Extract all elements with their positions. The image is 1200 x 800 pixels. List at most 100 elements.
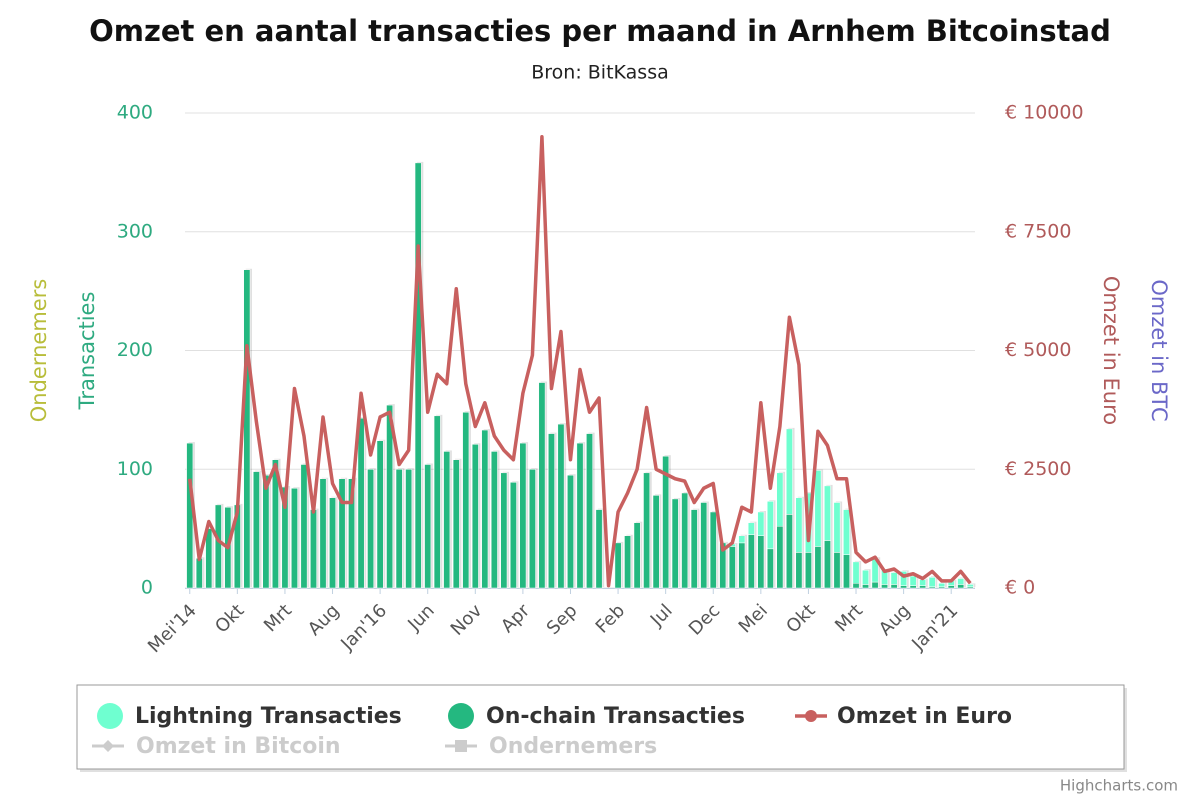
bar xyxy=(367,469,374,589)
bar xyxy=(957,584,965,589)
bar xyxy=(776,526,784,589)
bar xyxy=(681,492,689,589)
y-tick-label: 0 xyxy=(141,577,153,599)
chart-title: Omzet en aantal transacties per maand in… xyxy=(89,14,1111,48)
bar xyxy=(252,471,260,589)
bar xyxy=(529,469,536,589)
bar xyxy=(262,474,270,589)
y2-tick-label: € 10000 xyxy=(1005,102,1084,124)
bar xyxy=(490,451,498,589)
bar xyxy=(652,495,660,589)
bar xyxy=(766,501,774,550)
bar xyxy=(890,584,898,589)
bar xyxy=(747,534,755,589)
x-tick-label: Mei'14 xyxy=(144,600,201,657)
bar xyxy=(205,528,213,589)
bar xyxy=(862,584,869,589)
x-tick-label: Mei xyxy=(735,600,772,637)
bar xyxy=(881,584,888,589)
bar xyxy=(348,478,355,589)
bar xyxy=(909,575,917,586)
bar xyxy=(595,509,603,589)
bar xyxy=(728,546,736,589)
bar xyxy=(386,404,394,589)
x-tick-label: Nov xyxy=(447,600,487,640)
bar xyxy=(795,552,803,589)
bar xyxy=(919,579,927,586)
bar xyxy=(538,382,546,589)
x-tick-label: Apr xyxy=(497,600,534,637)
y-axis-title: Ondernemers xyxy=(27,279,51,423)
bar xyxy=(938,583,946,588)
legend-label[interactable]: Ondernemers xyxy=(489,734,657,759)
bar xyxy=(443,451,451,589)
bar xyxy=(624,535,631,589)
credits[interactable]: Highcharts.com xyxy=(1060,777,1178,795)
bar xyxy=(738,535,746,544)
bar xyxy=(500,472,508,589)
legend-label[interactable]: Lightning Transacties xyxy=(135,704,402,729)
x-tick-label: Mrt xyxy=(260,600,296,636)
bar xyxy=(357,417,365,589)
legend-box xyxy=(76,684,1125,770)
bar xyxy=(471,444,479,589)
bar xyxy=(738,542,746,589)
bar xyxy=(614,542,622,589)
x-tick-label: Okt xyxy=(782,600,819,637)
bar xyxy=(700,502,708,589)
bar xyxy=(424,464,432,589)
bar xyxy=(795,497,803,553)
bar xyxy=(966,584,974,588)
bar xyxy=(557,423,565,589)
legend-symbol xyxy=(805,710,817,722)
bar xyxy=(709,511,717,589)
bar xyxy=(481,429,489,589)
x-tick-label: Aug xyxy=(304,600,344,640)
bar xyxy=(567,474,574,589)
x-tick-label: Okt xyxy=(211,600,248,637)
bar xyxy=(310,509,317,589)
bar xyxy=(633,522,641,589)
bar xyxy=(690,509,698,589)
bar xyxy=(909,585,917,589)
legend-label[interactable]: On-chain Transacties xyxy=(486,704,745,729)
bar xyxy=(957,578,965,585)
bar xyxy=(338,478,346,589)
bar xyxy=(747,522,755,535)
bar xyxy=(329,497,336,589)
y2-tick-label: € 5000 xyxy=(1005,339,1071,361)
bar xyxy=(576,442,584,589)
bar xyxy=(824,540,831,589)
legend-symbol xyxy=(102,740,114,752)
bar xyxy=(671,498,679,589)
bar xyxy=(405,469,413,589)
legend-symbol xyxy=(448,703,474,729)
bar xyxy=(900,571,908,586)
bar xyxy=(786,428,793,515)
bar xyxy=(272,459,279,589)
y-tick-label: 300 xyxy=(117,220,153,242)
y2-axis-title: Omzet in BTC xyxy=(1147,279,1171,421)
y-axis-title: Transacties xyxy=(75,292,99,411)
bar xyxy=(433,415,441,589)
legend-label[interactable]: Omzet in Bitcoin xyxy=(136,734,341,759)
bar xyxy=(843,509,850,555)
y-tick-label: 200 xyxy=(117,339,153,361)
legend-label[interactable]: Omzet in Euro xyxy=(837,704,1012,729)
bar xyxy=(900,585,908,589)
bar xyxy=(186,442,194,589)
x-tick-label: Jan'21 xyxy=(907,600,962,655)
legend: Lightning Transacties On-chain Transactie… xyxy=(76,684,1127,772)
bar xyxy=(243,269,251,589)
y-tick-label: 400 xyxy=(117,102,153,124)
bar xyxy=(805,552,812,589)
bar xyxy=(376,440,384,589)
x-tick-label: Feb xyxy=(592,600,629,637)
bar xyxy=(757,535,765,589)
x-tick-label: Mrt xyxy=(831,600,867,636)
x-tick-label: Jun xyxy=(403,600,438,635)
bar xyxy=(947,585,955,589)
chart-subtitle: Bron: BitKassa xyxy=(531,62,669,84)
bar xyxy=(519,442,527,589)
